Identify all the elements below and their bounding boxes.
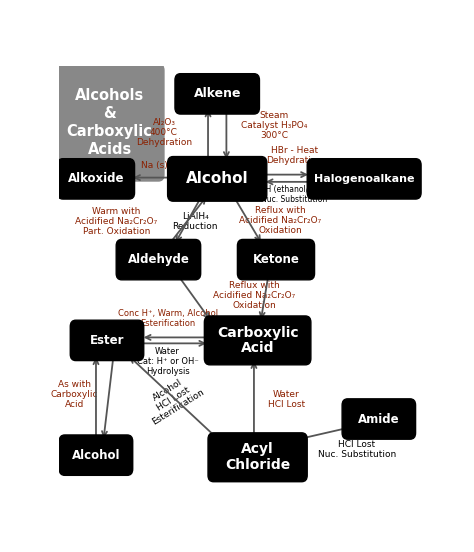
Text: Alkene: Alkene: [193, 87, 241, 100]
Text: Alcohol: Alcohol: [72, 449, 120, 461]
Text: Acyl
Chloride: Acyl Chloride: [225, 443, 290, 472]
FancyBboxPatch shape: [57, 158, 135, 199]
FancyBboxPatch shape: [204, 316, 311, 365]
FancyBboxPatch shape: [175, 73, 259, 114]
Text: HBr - Heat
Dehydration: HBr - Heat Dehydration: [266, 146, 322, 165]
Text: Warm with
Acidified Na₂Cr₂O₇
Part. Oxidation: Warm with Acidified Na₂Cr₂O₇ Part. Oxida…: [75, 207, 157, 236]
Text: Alcohol
HCl Lost
Esterification: Alcohol HCl Lost Esterification: [140, 370, 206, 427]
Text: Alcohol: Alcohol: [186, 171, 248, 187]
Text: Reflux with
Acidified Na₂Cr₂O₇
Oxidation: Reflux with Acidified Na₂Cr₂O₇ Oxidation: [213, 281, 295, 310]
Text: Na (s): Na (s): [141, 161, 167, 171]
Text: Al₂O₃
400°C
Dehydration: Al₂O₃ 400°C Dehydration: [136, 118, 192, 147]
Text: Reflux with
Acidified Na₂Cr₂O₇
Oxidation: Reflux with Acidified Na₂Cr₂O₇ Oxidation: [239, 205, 321, 235]
Text: Carboxylic
Acid: Carboxylic Acid: [217, 326, 299, 355]
FancyBboxPatch shape: [342, 399, 416, 439]
Text: LiAlH₄
Reduction: LiAlH₄ Reduction: [173, 213, 218, 231]
FancyBboxPatch shape: [208, 433, 307, 482]
FancyBboxPatch shape: [55, 64, 164, 181]
FancyBboxPatch shape: [116, 240, 201, 280]
Text: KOH (ethanol/water)
Nuc. Substitution: KOH (ethanol/water) Nuc. Substitution: [255, 185, 334, 204]
Text: Alkoxide: Alkoxide: [68, 172, 124, 185]
Text: Water
Cat: H⁺ or OH⁻
Hydrolysis: Water Cat: H⁺ or OH⁻ Hydrolysis: [137, 347, 199, 376]
Text: As with
Carboxylic
Acid: As with Carboxylic Acid: [51, 380, 99, 409]
Text: Ester: Ester: [90, 334, 124, 347]
Text: Amide: Amide: [358, 412, 400, 426]
Text: Steam
Catalyst H₃PO₄
300°C: Steam Catalyst H₃PO₄ 300°C: [241, 111, 307, 140]
Text: Water
HCl Lost: Water HCl Lost: [268, 390, 305, 410]
Text: NH₃
HCl Lost
Nuc. Substitution: NH₃ HCl Lost Nuc. Substitution: [318, 430, 396, 459]
Text: Aldehyde: Aldehyde: [128, 253, 190, 266]
FancyBboxPatch shape: [307, 158, 421, 199]
Text: Conc H⁺, Warm, Alcohol
Esterification: Conc H⁺, Warm, Alcohol Esterification: [118, 309, 218, 328]
Text: Halogenoalkane: Halogenoalkane: [314, 174, 414, 184]
FancyBboxPatch shape: [168, 157, 267, 201]
Text: Alcohols
&
Carboxylic
Acids: Alcohols & Carboxylic Acids: [67, 88, 153, 157]
FancyBboxPatch shape: [70, 320, 144, 360]
FancyBboxPatch shape: [237, 240, 315, 280]
Text: Ketone: Ketone: [253, 253, 300, 266]
FancyBboxPatch shape: [59, 435, 133, 475]
